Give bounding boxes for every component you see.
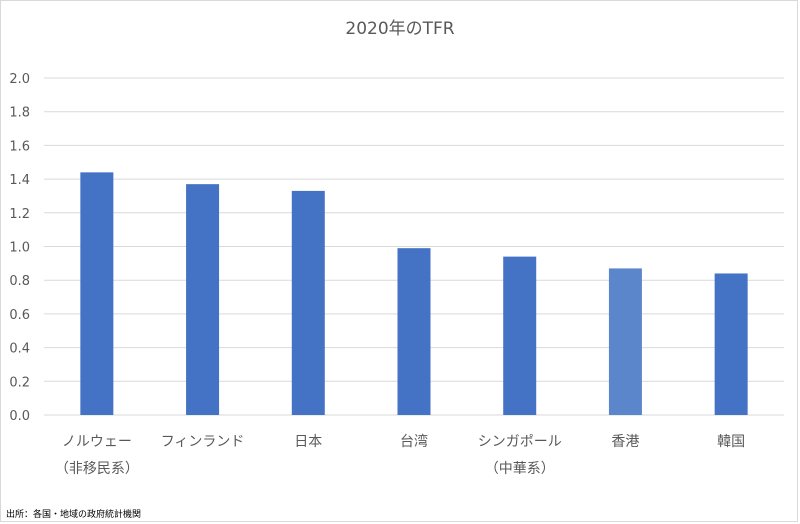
y-tick-label: 1.6 xyxy=(9,139,30,154)
source-note: 出所：各国・地域の政府統計機関 xyxy=(6,510,142,520)
chart-title: 2020年のTFR xyxy=(345,19,454,39)
x-category-label: （中華系） xyxy=(485,461,555,477)
y-axis-ticks: 0.0 0.2 0.4 0.6 0.8 1.0 1.2 1.4 1.6 1.8 2.0 xyxy=(9,72,30,424)
x-category-label: 台湾 xyxy=(400,433,428,450)
y-tick-label: 1.8 xyxy=(9,106,30,121)
bar xyxy=(291,190,325,415)
bars xyxy=(80,172,748,415)
y-tick-label: 1.4 xyxy=(9,173,30,188)
bar xyxy=(714,273,748,415)
y-tick-label: 0.4 xyxy=(9,342,30,357)
y-tick-label: 0.8 xyxy=(9,274,30,289)
x-category-label: （非移民系） xyxy=(55,461,139,477)
y-tick-label: 2.0 xyxy=(9,72,30,87)
y-tick-label: 1.2 xyxy=(9,207,30,222)
x-category-label: フィンランド xyxy=(161,434,245,450)
x-category-label: 韓国 xyxy=(717,434,745,450)
x-category-label: 日本 xyxy=(294,434,322,450)
y-tick-label: 1.0 xyxy=(9,241,30,256)
y-tick-label: 0.2 xyxy=(9,375,30,390)
x-axis-labels: ノルウェー （非移民系） フィンランド 日本 台湾 シンガポール （中華系） 香港 韓国 xyxy=(55,433,745,477)
y-tick-label: 0.0 xyxy=(9,409,30,424)
gridlines xyxy=(44,77,784,416)
x-category-label: 香港 xyxy=(611,434,639,450)
bar xyxy=(397,248,431,415)
bar xyxy=(503,256,537,415)
x-category-label: シンガポール xyxy=(478,434,562,450)
bar xyxy=(186,184,220,415)
x-category-label: ノルウェー xyxy=(62,434,132,450)
bar xyxy=(608,268,642,415)
y-tick-label: 0.6 xyxy=(9,308,30,323)
bar xyxy=(80,172,114,415)
